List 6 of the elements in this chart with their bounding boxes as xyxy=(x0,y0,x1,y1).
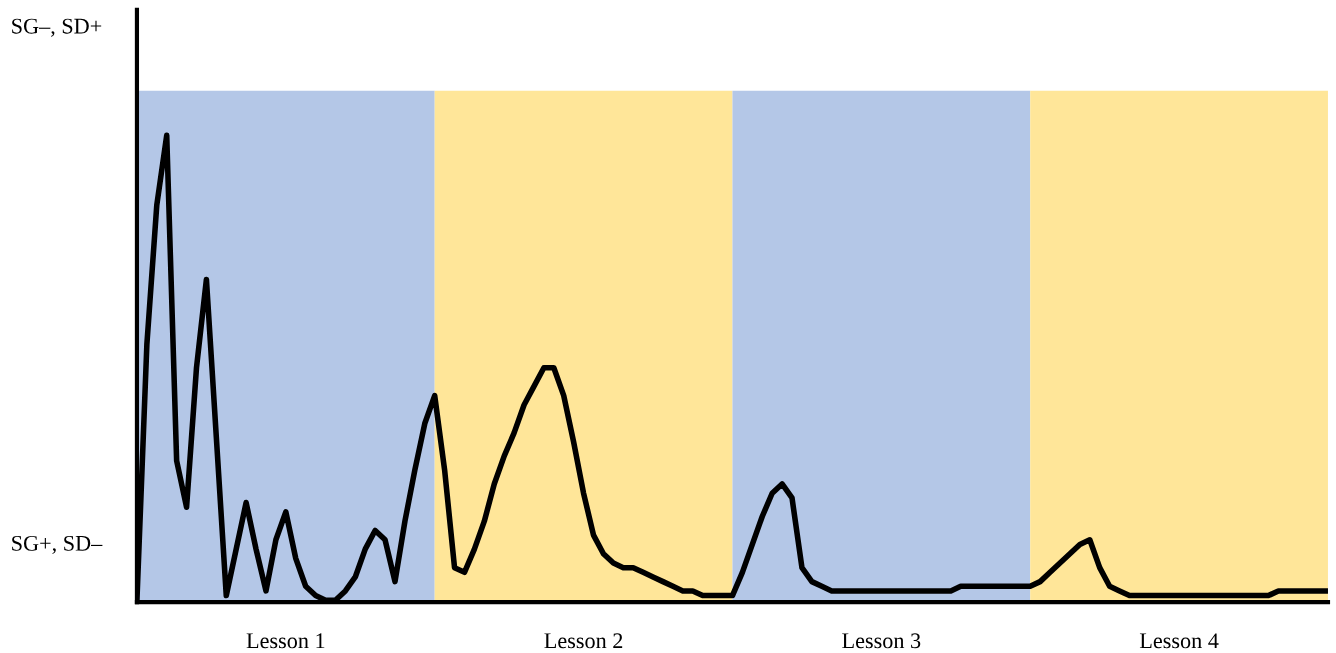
x-tick-label: Lesson 2 xyxy=(544,633,623,649)
x-tick-label: Lesson 4 xyxy=(1139,633,1219,649)
text: SG–, SD+ xyxy=(12,18,102,37)
x-tick-label: Lesson 1 xyxy=(246,633,325,649)
x-tick-label: Lesson 3 xyxy=(842,633,921,649)
text: SG+, SD– xyxy=(12,535,103,555)
